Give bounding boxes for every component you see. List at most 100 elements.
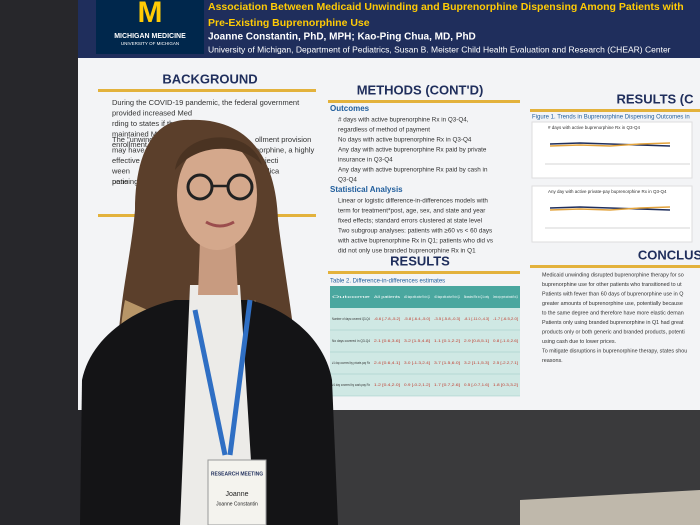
badge-first-name: Joanne (226, 491, 249, 498)
table-cell: -3.5 [-5.8,-0.3] (434, 317, 460, 321)
body-text: rding to states if they (112, 119, 181, 128)
section-heading: METHODS (CONT'D) (357, 82, 484, 97)
heading-bar (328, 100, 520, 103)
logo-box (96, 0, 204, 54)
poster-title: Pre-Existing Buprenorphine Use (208, 17, 370, 29)
body-text: Any day with active buprenorphine Rx pai… (338, 167, 488, 174)
table-cell: 3.7 [1.5,6.0] (434, 361, 460, 365)
table-header-cell: Generic only or generic and branded Rx i… (493, 295, 518, 299)
body-text: Linear or logistic difference-in-differe… (338, 198, 488, 205)
body-text: Patients with fewer than 60 days of bupr… (542, 291, 683, 297)
body-text: effective (112, 156, 140, 165)
table-cell: 1.2 [0.4,2.0] (374, 383, 400, 387)
body-text: did not only use branded buprenorphine R… (338, 248, 476, 255)
table-cell: 1.8 [0.3,3.2] (493, 383, 518, 387)
panel-title: # days with active buprenorphine Rx in Q… (548, 125, 641, 130)
body-text: maintained Med (112, 129, 165, 138)
table-header-cell: <60 days with active Rx in Q1 (434, 295, 460, 299)
poster-affiliation: University of Michigan, Department of Pe… (208, 44, 671, 54)
badge-full-name: Joanne Constantin (216, 501, 258, 507)
table-cell: -8.1 [-11.0,-4.3] (464, 317, 489, 321)
heading-bar (328, 271, 520, 274)
subheading: Statistical Analysis (330, 185, 403, 194)
table-cell: 1.7 [0.7,2.6] (434, 383, 460, 387)
table-cell: -1.7 [-6.5,2.0] (493, 317, 518, 321)
table-cell: 2.9 [0.8,5.1] (464, 339, 489, 343)
figure-panel (531, 121, 693, 179)
table-cell: 2.1 [0.6,3.6] (374, 339, 400, 343)
table-cell: 3.0 [-1.3,2.4] (404, 361, 430, 365)
body-text: term for treatment*post, age, sex, and s… (338, 208, 485, 215)
body-text: using cash due to lower prices. (542, 339, 616, 345)
table-cell: No days covered in Q3-Q4 (332, 339, 370, 343)
table-cell: -6.6 [-7.8,-5.2] (374, 317, 400, 321)
body-text: greater amounts of buprenorphine use, po… (542, 301, 683, 307)
table-header-cell: ≥60 days with active Rx in Q1 (404, 295, 430, 299)
body-text: Two subgroup analyses: patients with ≥60… (338, 228, 492, 235)
figure-panel (531, 185, 693, 243)
body-text: Q3-Q4 (338, 177, 357, 184)
poster-authors: Joanne Constantin, PhD, MPH; Kao-Ping Ch… (208, 32, 476, 43)
body-text: may have (112, 145, 145, 154)
table-cell: 3.2 [1.1,5.3] (464, 361, 489, 365)
smile (205, 220, 235, 228)
trend-line (549, 206, 671, 211)
body-text: pensing (112, 177, 138, 186)
body-text: Patients only using branded buprenorphin… (542, 320, 684, 326)
section-heading: RESULTS (C (616, 91, 694, 106)
body-text: Objecti (255, 156, 279, 165)
table-cell: 3.2 [1.5,4.8] (404, 339, 430, 343)
person: RESEARCH MEETING Joanne Joanne Constanti… (80, 119, 338, 525)
lanyard (192, 299, 253, 456)
body-text: to the same degree and therefore have mo… (542, 310, 684, 316)
heading-bar (530, 109, 700, 112)
floor (520, 490, 700, 525)
body-text: ween (111, 166, 130, 175)
table-cell: -5.8 [-6.4,-5.0] (404, 317, 430, 321)
body-text: Medicaid unwinding disrupted buprenorphi… (542, 272, 684, 278)
hair-top (175, 137, 262, 170)
table-cell: 0.9 [-0.2,1.2] (404, 383, 430, 387)
body-text: norphine, a highly (255, 145, 314, 154)
neck (198, 240, 238, 295)
table-header-cell: All patients (374, 295, 400, 299)
section-heading: RESULTS (390, 253, 450, 268)
body-text: The "unwindi (112, 135, 155, 144)
body-text: enrollment. (112, 140, 149, 149)
table-cell: ≥1 day covered by private-pay Rx (332, 361, 370, 365)
trend-line (549, 142, 671, 147)
table-cell: 0.8 [-1.0,2.6] (493, 339, 518, 343)
table-cell: 0.5 [-0.7,1.6] (464, 383, 489, 387)
badge-event: RESEARCH MEETING (211, 471, 263, 477)
body-text: regardless of method of payment (338, 127, 430, 134)
body-text: products only or both generic and brande… (542, 329, 685, 335)
body-text: # days with active buprenorphine Rx in Q… (338, 117, 469, 124)
table-header-cell: Branded Rx in Q1 only (464, 295, 489, 299)
subheading: Outcomes (330, 104, 370, 113)
logo-m: M (138, 0, 163, 29)
poster-title: Association Between Medicaid Unwinding a… (208, 1, 684, 13)
table-header-cell: Outcome (332, 295, 370, 299)
table-cell: 2.4 [0.6,4.1] (374, 361, 400, 365)
body-text: insurance in Q3-Q4 (338, 157, 393, 164)
body-text: During the COVID-19 pandemic, the federa… (112, 98, 300, 107)
table-cell: 2.5 [-2.2,7.1] (493, 361, 518, 365)
body-text: ollment provision (255, 135, 311, 144)
body-text: To mitigate disruptions in buprenorphine… (542, 348, 687, 354)
table-cell: ≥1 day covered by cash-pay Rx (332, 383, 370, 387)
table-cell: Number of days covered Q3-Q4 (332, 317, 370, 321)
heading-bar (98, 89, 316, 92)
table-caption: Table 2. Difference-in-differences estim… (330, 279, 445, 285)
badge (207, 459, 267, 525)
body-text: patie (112, 177, 128, 186)
table-header (330, 286, 520, 308)
body-text: reasons. (542, 358, 563, 364)
body-text: Any day with active buprenorphine Rx pai… (338, 147, 487, 154)
panel-title: Any day with active private-pay buprenor… (548, 189, 667, 194)
logo-subtext: UNIVERSITY OF MICHIGAN (121, 41, 179, 46)
figure-caption: Figure 1. Trends in Buprenorphine Dispen… (532, 115, 690, 121)
logo-text: MICHIGAN MEDICINE (114, 33, 186, 40)
body-text: buprenorphine use for other patients who… (542, 282, 682, 288)
section-heading: CONCLUS (638, 247, 700, 262)
trend-line (549, 142, 671, 147)
